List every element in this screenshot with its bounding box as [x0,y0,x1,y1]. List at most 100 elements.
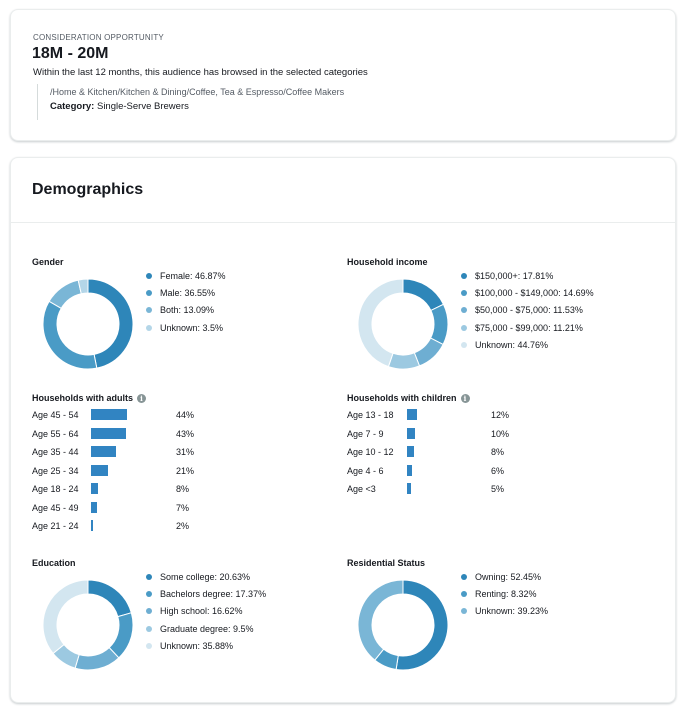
bar-label: Age 18 - 24 [32,484,79,494]
legend-dot [461,590,467,597]
bar-row: Age 13 - 18 12% [347,408,647,427]
legend-dot [461,272,467,279]
income-slice[interactable] [429,303,449,346]
education-donut [42,579,134,671]
legend-dot [461,573,467,580]
legend-dot [461,341,467,348]
category-block: /Home & Kitchen/Kitchen & Dining/Coffee,… [37,84,344,120]
legend-label: Owning: 52.45% [475,571,542,582]
bar[interactable] [91,483,98,494]
bar-label: Age 55 - 64 [32,428,79,439]
legend-label: Some college: 20.63% [160,571,251,582]
legend-label: $75,000 - $99,000: 11.21% [475,322,583,333]
legend-item: $50,000 - $75,000: 11.53% [461,302,594,319]
gender-slice[interactable] [87,278,134,369]
education-slice[interactable] [42,579,89,655]
bar[interactable] [91,427,127,439]
bar[interactable] [407,409,417,420]
opportunity-range: 18M - 20M [32,45,109,62]
income-slice[interactable] [387,352,421,370]
education-slice[interactable] [74,646,120,671]
bar[interactable] [407,483,412,494]
bar-label: Age 45 - 49 [32,502,79,513]
bar-row: Age 55 - 64 43% [32,427,332,446]
residential-title-text: Residential Status [347,558,426,568]
gender-legend: Female: 46.87% Male: 36.55% Both: 13.09% Un… [146,267,226,336]
legend-label: Unknown: 44.76% [475,339,549,350]
adults-bars: Age 45 - 54 44% Age 55 - 64 43% Age 35 - 44 3… [32,408,332,538]
legend-item: High school: 16.62% [146,603,266,620]
bar-value: 43% [176,428,195,439]
category-path: /Home & Kitchen/Kitchen & Dining/Coffee,… [50,87,345,97]
legend-label: Unknown: 3.5% [160,322,224,333]
gender-slice[interactable] [77,278,89,295]
gender-title-text: Gender [32,257,64,267]
bar-value: 10% [491,428,510,439]
adults-title: Households with adults i [32,393,147,403]
legend-dot [461,289,467,296]
bar-label: Age <3 [347,484,376,494]
bar-row: Age 25 - 34 21% [32,464,332,483]
legend-item: Unknown: 3.5% [146,319,226,336]
bar-row: Age <3 5% [347,482,647,501]
bar[interactable] [91,409,127,420]
bar[interactable] [91,501,97,513]
education-title-text: Education [32,558,76,568]
legend-dot [146,573,152,580]
legend-label: $50,000 - $75,000: 11.53% [475,305,583,316]
bar-row: Age 45 - 54 44% [32,408,332,427]
info-icon[interactable]: i [137,393,147,403]
bar[interactable] [407,464,412,476]
legend-label: Renting: 8.32% [475,588,537,599]
legend-item: Some college: 20.63% [146,568,266,585]
gender-title: Gender [32,257,64,267]
income-title-text: Household income [347,257,428,267]
legend-item: Unknown: 44.76% [461,336,594,353]
income-title: Household income [347,257,428,267]
legend-dot [146,324,152,331]
consideration-opportunity-card: CONSIDERATION OPPORTUNITY 18M - 20M With… [10,9,676,141]
income-slice[interactable] [402,278,445,312]
bar-value: 5% [491,484,505,494]
income-slice[interactable] [357,278,404,368]
info-icon[interactable]: i [460,393,470,403]
residential-donut [357,579,449,671]
bar-row: Age 7 - 9 10% [347,427,647,446]
bar-value: 31% [176,447,195,457]
bar[interactable] [407,427,416,439]
bar-row: Age 4 - 6 6% [347,464,647,483]
bar[interactable] [91,446,117,457]
bar-value: 6% [491,465,505,476]
legend-item: Female: 46.87% [146,267,226,284]
bar-value: 8% [176,484,190,494]
gender-slice[interactable] [42,300,98,370]
education-slice[interactable] [87,579,132,618]
legend-label: High school: 16.62% [160,606,243,617]
income-slice[interactable] [413,337,444,367]
residential-legend: Owning: 52.45% Renting: 8.32% Unknown: 39.… [461,568,548,620]
legend-dot [146,642,152,649]
residential-slice[interactable] [357,579,404,661]
category-key: Category: [50,101,95,112]
bar-label: Age 13 - 18 [347,410,394,420]
education-title: Education [32,558,76,568]
children-title: Households with children i [347,393,470,403]
bar[interactable] [407,446,414,457]
gender-slice[interactable] [48,279,82,310]
legend-item: $100,000 - $149,000: 14.69% [461,284,594,301]
legend-label: $100,000 - $149,000: 14.69% [475,287,594,298]
bar-row: Age 18 - 24 8% [32,482,332,501]
bar[interactable] [91,464,109,476]
bar[interactable] [91,520,93,531]
bar-label: Age 35 - 44 [32,447,79,457]
legend-item: Male: 36.55% [146,284,226,301]
children-bars: Age 13 - 18 12% Age 7 - 9 10% Age 10 - 12 8% A… [347,408,647,501]
legend-label: Unknown: 39.23% [475,606,549,617]
demographics-title: Demographics [32,181,144,198]
category-line: Category: Single-Serve Brewers [50,101,344,112]
bar-label: Age 25 - 34 [32,465,79,476]
legend-item: $75,000 - $99,000: 11.21% [461,319,594,336]
legend-dot [146,289,152,296]
bar-value: 12% [491,410,510,420]
residential-slice[interactable] [395,579,449,671]
